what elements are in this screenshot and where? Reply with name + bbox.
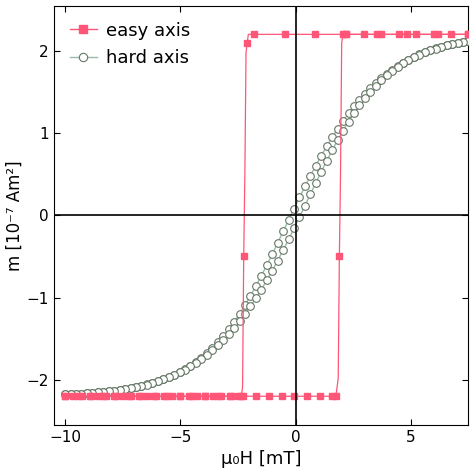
X-axis label: μ₀H [mT]: μ₀H [mT] bbox=[221, 450, 301, 468]
Legend: easy axis, hard axis: easy axis, hard axis bbox=[63, 15, 197, 74]
Y-axis label: m [10⁻⁷ Am²]: m [10⁻⁷ Am²] bbox=[6, 160, 24, 271]
